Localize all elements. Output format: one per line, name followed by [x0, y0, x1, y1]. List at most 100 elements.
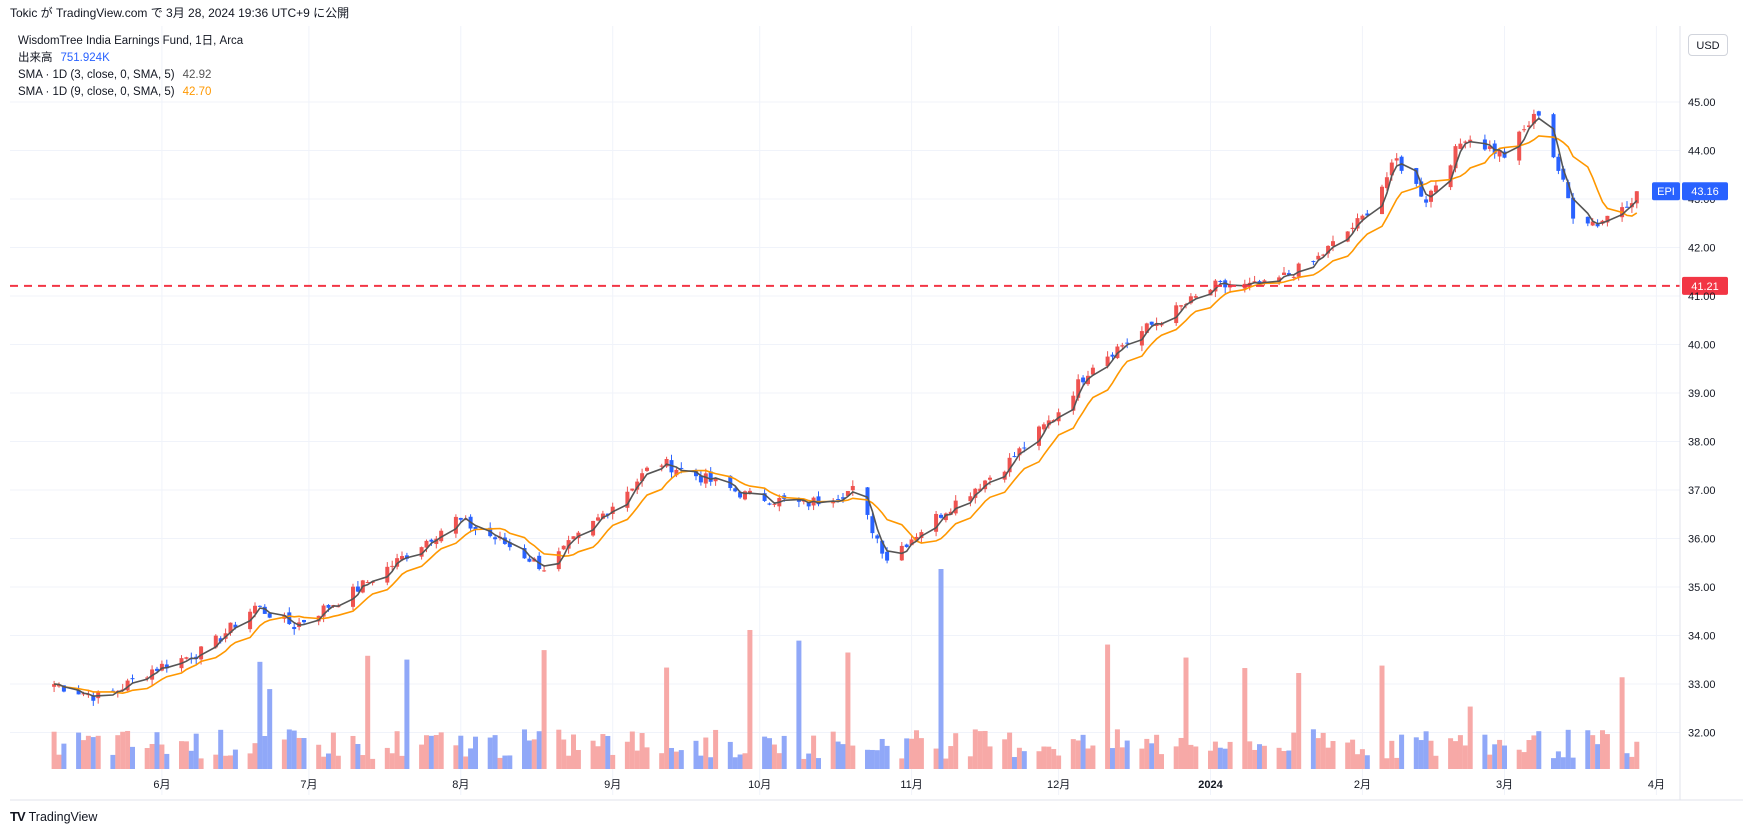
candle-body [1634, 191, 1639, 204]
volume-bar [575, 749, 581, 769]
sma-fast-value: 42.92 [182, 69, 212, 81]
candle-body [1414, 168, 1419, 184]
volume-bar [918, 738, 924, 769]
volume-bar [879, 738, 885, 769]
volume-bar [384, 747, 390, 769]
candle-body [870, 516, 875, 534]
volume-bar [487, 737, 493, 769]
candle-body [1316, 255, 1321, 260]
volume-bar [1281, 751, 1287, 769]
candle-body [1482, 139, 1487, 150]
sma-slow-value: 42.70 [182, 86, 212, 98]
volume-bar [1217, 747, 1223, 769]
volume-bar [1154, 734, 1160, 769]
candle-body [1625, 206, 1629, 208]
volume-bar [1389, 740, 1395, 769]
volume-bar [164, 753, 170, 769]
volume-bar [335, 755, 341, 769]
volume-bar [1139, 748, 1145, 769]
x-tick-label: 12月 [1047, 779, 1070, 791]
volume-bar [183, 741, 189, 769]
volume-value: 751.924K [60, 52, 110, 64]
volume-bar [232, 749, 238, 769]
legend-sma-fast-row: SMA · 1D (3, close, 0, SMA, 5) 42.92 [18, 67, 243, 84]
x-tick-label: 2月 [1354, 779, 1371, 791]
candle-body [527, 558, 532, 562]
candle-body [1389, 162, 1394, 176]
volume-bar [610, 754, 616, 769]
candle-body [473, 526, 478, 530]
candle-body [973, 488, 978, 498]
volume-bar [972, 729, 978, 769]
candle-body [1394, 158, 1399, 161]
volume-bar [1110, 748, 1115, 769]
candle-body [1208, 289, 1213, 296]
candle-body [600, 513, 605, 519]
candle-body [1090, 367, 1095, 375]
volume-bar [693, 740, 699, 769]
candle-body [1277, 277, 1282, 283]
candle-body [625, 491, 630, 508]
volume-bar [1359, 749, 1365, 769]
volume-bar [267, 689, 273, 769]
y-tick-label: 38.00 [1688, 437, 1716, 449]
volume-bar [144, 748, 150, 769]
volume-bar [1619, 677, 1625, 769]
volume-bar [948, 746, 954, 769]
candle-body [91, 695, 96, 701]
volume-bar [1021, 751, 1027, 769]
candle-body [640, 473, 645, 482]
volume-bar [453, 745, 459, 769]
candle-body [1463, 141, 1468, 143]
volume-bar [389, 753, 395, 769]
candle-body [61, 685, 66, 692]
volume-bar [316, 744, 322, 769]
volume-bar [1124, 740, 1130, 769]
candle-body [365, 582, 370, 584]
candle-body [199, 646, 204, 660]
volume-bar [522, 729, 527, 769]
volume-bar [1384, 758, 1390, 769]
volume-bar [76, 732, 82, 769]
candle-body [228, 622, 233, 634]
volume-bar [468, 748, 474, 769]
volume-bar [884, 745, 890, 769]
volume-bar [727, 741, 733, 769]
candle-body [728, 475, 733, 488]
candle-body [1605, 215, 1610, 223]
candle-body [542, 570, 547, 572]
volume-bar [130, 746, 135, 769]
volume-bar [909, 738, 915, 769]
volume-bar [874, 750, 880, 769]
candle-body [1536, 111, 1541, 116]
volume-bar [1428, 740, 1434, 769]
candle-body [762, 493, 767, 501]
volume-bars [51, 569, 1640, 769]
volume-bar [835, 741, 841, 769]
candle-body [1174, 305, 1179, 324]
volume-bar [218, 729, 224, 769]
volume-bar [115, 735, 121, 769]
volume-bar [600, 734, 606, 769]
y-tick-label: 39.00 [1688, 388, 1716, 400]
alert-price-tag [1682, 276, 1728, 295]
candle-body [713, 478, 718, 482]
volume-bar [526, 740, 532, 769]
footer-brand[interactable]: TV TradingView [10, 808, 97, 826]
candle-body [1120, 345, 1125, 347]
candle-body [355, 586, 360, 592]
candle-body [953, 500, 958, 514]
candle-body [806, 502, 811, 507]
candle-body [253, 605, 257, 614]
volume-bar [301, 738, 307, 769]
candle-body [395, 558, 400, 567]
currency-button[interactable]: USD [1688, 34, 1728, 56]
candle-body [1453, 146, 1458, 169]
volume-bar [840, 744, 846, 769]
volume-bar [1159, 754, 1164, 769]
x-tick-label: 10月 [748, 779, 771, 791]
candle-body [439, 530, 444, 542]
candle-body [591, 520, 596, 536]
volume-bar [732, 757, 738, 769]
